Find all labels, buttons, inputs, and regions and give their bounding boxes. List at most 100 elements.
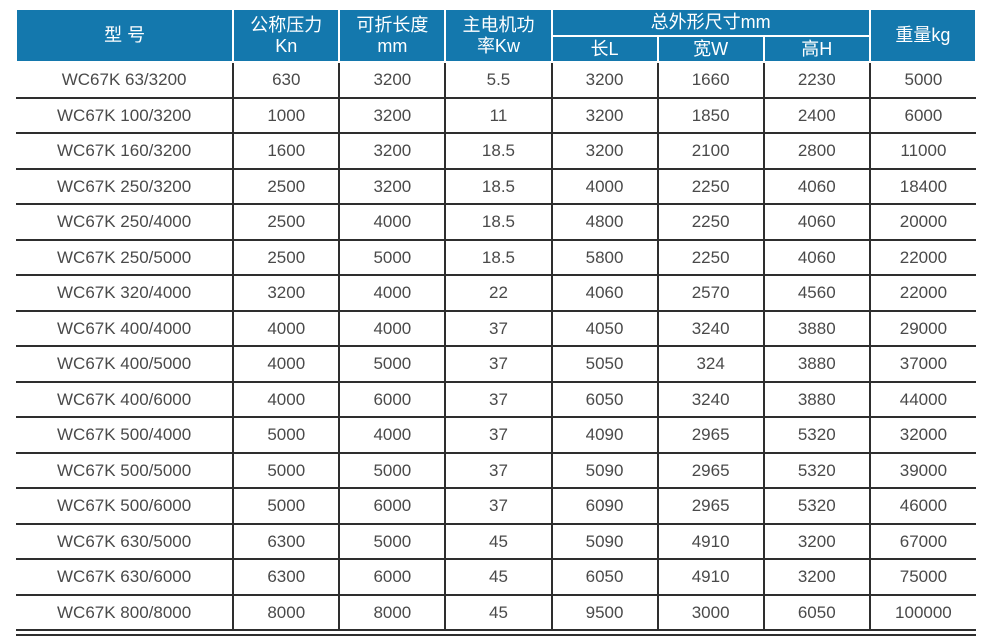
value-cell: 22 xyxy=(444,274,553,312)
value-cell: 6050 xyxy=(550,558,659,596)
table-row: WC67K 400/6000 4000 6000 37 6050 3240 3880 4400… xyxy=(16,380,976,419)
value-cell: 37000 xyxy=(868,345,976,383)
table-row: WC67K 160/3200 1600 3200 18.5 3200 2100 2800 11… xyxy=(16,132,976,170)
value-cell: 45 xyxy=(444,558,553,596)
value-cell: 2500 xyxy=(232,203,341,241)
value-cell: 3200 xyxy=(338,167,447,206)
header-model: 型 号 xyxy=(14,7,235,64)
value-cell: 2250 xyxy=(656,167,765,206)
model-cell: WC67K 500/4000 xyxy=(16,416,235,454)
value-cell: 8000 xyxy=(232,593,341,637)
header-motor-power: 主电机功 率Kw xyxy=(444,7,553,64)
value-cell: 3200 xyxy=(550,62,659,99)
table-row: WC67K 320/4000 3200 4000 22 4060 2570 4560 2200… xyxy=(16,274,976,312)
table-row: WC67K 250/5000 2500 5000 18.5 5800 2250 4060 22… xyxy=(16,238,976,277)
value-cell: 2400 xyxy=(762,96,871,135)
value-cell: 4000 xyxy=(338,416,447,454)
header-dim-length: 长L xyxy=(550,34,659,64)
value-cell: 37 xyxy=(444,309,553,348)
value-cell: 4910 xyxy=(656,558,765,596)
value-cell: 32000 xyxy=(868,416,976,454)
value-cell: 5090 xyxy=(550,522,659,561)
value-cell: 2250 xyxy=(656,203,765,241)
value-cell: 3240 xyxy=(656,309,765,348)
model-cell: WC67K 160/3200 xyxy=(16,132,235,170)
header-motor-power-line2: 率Kw xyxy=(476,35,520,56)
model-cell: WC67K 800/8000 xyxy=(16,593,235,637)
table-row: WC67K 400/5000 4000 5000 37 5050 324 3880 37000 xyxy=(16,345,976,383)
value-cell: 2965 xyxy=(656,487,765,525)
value-cell: 2800 xyxy=(762,132,871,170)
table-row: WC67K 250/3200 2500 3200 18.5 4000 2250 4060 18… xyxy=(16,167,976,206)
value-cell: 100000 xyxy=(868,593,976,637)
model-cell: WC67K 630/5000 xyxy=(16,522,235,561)
header-weight: 重量kg xyxy=(868,7,978,64)
header-dim-width: 宽W xyxy=(656,34,765,64)
value-cell: 4060 xyxy=(762,203,871,241)
value-cell: 3200 xyxy=(550,132,659,170)
value-cell: 5.5 xyxy=(444,62,553,99)
value-cell: 5050 xyxy=(550,345,659,383)
value-cell: 2230 xyxy=(762,62,871,99)
value-cell: 4050 xyxy=(550,309,659,348)
value-cell: 3000 xyxy=(656,593,765,637)
value-cell: 67000 xyxy=(868,522,976,561)
value-cell: 6300 xyxy=(232,522,341,561)
value-cell: 46000 xyxy=(868,487,976,525)
model-cell: WC67K 500/5000 xyxy=(16,451,235,490)
header-motor-power-line1: 主电机功 xyxy=(462,15,535,35)
value-cell: 1000 xyxy=(232,96,341,135)
value-cell: 5000 xyxy=(232,451,341,490)
value-cell: 2250 xyxy=(656,238,765,277)
value-cell: 37 xyxy=(444,451,553,490)
header-row-top: 型 号 公称压力 Kn 可折长度 mm 主电机功 率Kw 总外形尺寸mm 重量k… xyxy=(14,7,978,64)
table-row: WC67K 630/6000 6300 6000 45 6050 4910 3200 7500… xyxy=(16,558,976,596)
value-cell: 5320 xyxy=(762,416,871,454)
value-cell: 3200 xyxy=(338,132,447,170)
table-header: 型 号 公称压力 Kn 可折长度 mm 主电机功 率Kw 总外形尺寸mm 重量k… xyxy=(14,7,978,64)
value-cell: 37 xyxy=(444,380,553,419)
header-nominal-pressure-line2: Kn xyxy=(275,35,298,56)
value-cell: 45 xyxy=(444,522,553,561)
value-cell: 18.5 xyxy=(444,203,553,241)
value-cell: 4000 xyxy=(232,345,341,383)
value-cell: 37 xyxy=(444,345,553,383)
value-cell: 5000 xyxy=(868,62,976,99)
value-cell: 37 xyxy=(444,487,553,525)
value-cell: 4060 xyxy=(762,167,871,206)
model-cell: WC67K 400/4000 xyxy=(16,309,235,348)
header-overall-dimensions: 总外形尺寸mm xyxy=(550,8,871,37)
model-cell: WC67K 400/6000 xyxy=(16,380,235,419)
value-cell: 4560 xyxy=(762,274,871,312)
value-cell: 5000 xyxy=(338,451,447,490)
table-row: WC67K 250/4000 2500 4000 18.5 4800 2250 4060 20… xyxy=(16,203,976,241)
value-cell: 6000 xyxy=(338,380,447,419)
header-fold-length-line2: mm xyxy=(377,35,408,56)
value-cell: 3880 xyxy=(762,380,871,419)
model-cell: WC67K 630/6000 xyxy=(16,558,235,596)
model-cell: WC67K 250/4000 xyxy=(16,203,235,241)
value-cell: 4800 xyxy=(550,203,659,241)
value-cell: 2100 xyxy=(656,132,765,170)
value-cell: 20000 xyxy=(868,203,976,241)
value-cell: 44000 xyxy=(868,380,976,419)
value-cell: 1850 xyxy=(656,96,765,135)
value-cell: 3200 xyxy=(762,558,871,596)
value-cell: 1600 xyxy=(232,132,341,170)
value-cell: 4000 xyxy=(232,309,341,348)
model-cell: WC67K 250/3200 xyxy=(16,167,235,206)
value-cell: 3240 xyxy=(656,380,765,419)
value-cell: 18.5 xyxy=(444,238,553,277)
table-row: WC67K 630/5000 6300 5000 45 5090 4910 3200 6700… xyxy=(16,522,976,561)
table-row: WC67K 100/3200 1000 3200 11 3200 1850 2400 6000 xyxy=(16,96,976,135)
value-cell: 6090 xyxy=(550,487,659,525)
table-row: WC67K 500/6000 5000 6000 37 6090 2965 5320 4600… xyxy=(16,487,976,525)
header-dim-height: 高H xyxy=(762,34,871,64)
machine-spec-table: 型 号 公称压力 Kn 可折长度 mm 主电机功 率Kw 总外形尺寸mm 重量k… xyxy=(14,7,978,637)
value-cell: 5320 xyxy=(762,451,871,490)
value-cell: 6300 xyxy=(232,558,341,596)
table-body: WC67K 63/3200 630 3200 5.5 3200 1660 2230 5000 W… xyxy=(16,62,976,637)
value-cell: 39000 xyxy=(868,451,976,490)
value-cell: 4910 xyxy=(656,522,765,561)
header-fold-length: 可折长度 mm xyxy=(338,7,447,64)
